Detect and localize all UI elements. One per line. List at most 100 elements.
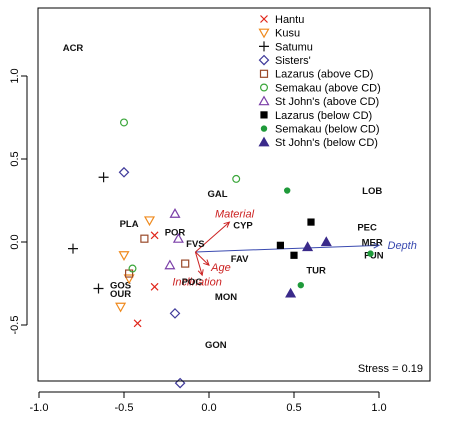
vector-label-depth: Depth — [388, 240, 417, 252]
vector-age: Age — [195, 251, 231, 274]
point-sisters — [174, 377, 186, 389]
axes-layer: -1.0 -0.5 0.0 0.5 1.0 -0.5 0.0 0.5 1.0 — [9, 68, 387, 414]
stress-label: Stress = 0.19 — [358, 363, 423, 375]
point-hantu — [133, 319, 142, 328]
legend-item-kusu: Kusu — [258, 28, 300, 40]
vector-arrow-line — [194, 251, 203, 276]
vector-arrow-line — [195, 251, 210, 266]
legend-label: Lazarus (below CD) — [275, 110, 372, 122]
vector-label-age: Age — [210, 262, 231, 274]
taxon-label-pec: PEC — [357, 222, 377, 233]
taxon-label-poc: POC — [182, 277, 203, 288]
point-semakau-above-cd — [232, 174, 241, 183]
x-tick-label: 1.0 — [371, 402, 386, 414]
points-layer — [68, 118, 374, 389]
point-kusu — [123, 274, 135, 285]
series-st-john-s-above-cd — [164, 208, 184, 270]
legend-label: Satumu — [275, 41, 313, 53]
point-st-john-s-below-cd — [285, 287, 297, 298]
point-st-john-s-above-cd — [172, 232, 184, 243]
vector-arrow-head — [373, 242, 381, 249]
legend-item-lazarus-below-cd: Lazarus (below CD) — [260, 110, 372, 122]
point-lazarus-below-cd — [307, 218, 315, 226]
taxon-label-mon: MON — [215, 292, 237, 303]
y-tick-label: 0.0 — [9, 234, 21, 249]
taxon-label-gon: GON — [205, 340, 227, 351]
series-hantu — [133, 231, 159, 328]
point-st-john-s-below-cd — [320, 236, 332, 247]
legend-marker-kusu — [258, 28, 270, 39]
taxon-label-lob: LOB — [362, 186, 382, 197]
legend-marker-lazarus-below-cd — [260, 111, 268, 119]
point-st-john-s-above-cd — [164, 259, 176, 270]
legend-marker-semakau-below-cd — [260, 125, 268, 132]
legend-label: Semakau (below CD) — [275, 123, 380, 135]
point-st-john-s-above-cd — [169, 208, 181, 218]
legend-label: Lazarus (above CD) — [275, 69, 373, 81]
vectors-layer: Depth Material Age Inclination — [172, 209, 417, 289]
point-semakau-above-cd — [119, 118, 128, 127]
taxon-label-cyp: CYP — [233, 221, 253, 232]
point-satumu — [68, 243, 78, 254]
legend-marker-semakau-above-cd — [260, 83, 269, 92]
legend-marker-hantu — [260, 15, 268, 23]
x-tick-label: 0.0 — [201, 402, 216, 414]
taxon-label-tur: TUR — [306, 266, 326, 277]
series-satumu — [68, 172, 109, 294]
taxon-label-acr: ACR — [63, 43, 84, 54]
point-lazarus-above-cd — [181, 259, 190, 268]
point-lazarus-below-cd — [290, 251, 298, 259]
legend-item-sisters: Sisters' — [258, 54, 311, 67]
legend-marker-lazarus-above-cd — [259, 69, 269, 78]
point-satumu — [93, 283, 104, 294]
x-tick-label: 0.5 — [286, 402, 301, 414]
point-hantu — [150, 231, 159, 240]
taxon-label-fun: FUN — [364, 251, 384, 262]
point-semakau-below-cd — [284, 187, 291, 194]
taxa-labels-layer: ACR GAL LOB PLA POR CYP PEC FVS MER FUN FAV TUR GOS P… — [63, 43, 384, 351]
legend-item-semakau-below-cd: Semakau (below CD) — [260, 123, 380, 135]
y-tick-label: -0.5 — [9, 316, 21, 335]
point-semakau-below-cd — [297, 281, 304, 289]
legend-item-hantu: Hantu — [260, 14, 304, 26]
vector-arrow-line — [195, 244, 380, 253]
point-semakau-above-cd — [128, 264, 137, 273]
taxon-label-fav: FAV — [231, 254, 249, 265]
series-lazarus-below-cd — [276, 218, 315, 259]
legend-item-semakau-above-cd: Semakau (above CD) — [260, 82, 381, 94]
legend-label: St John's (below CD) — [275, 137, 378, 149]
point-sisters — [169, 308, 181, 319]
series-st-john-s-below-cd — [285, 236, 332, 298]
point-semakau-below-cd — [367, 250, 374, 257]
vector-arrow-line — [195, 221, 230, 253]
point-lazarus-below-cd — [276, 241, 284, 249]
vector-arrow-head — [203, 259, 210, 267]
point-sisters — [118, 166, 130, 178]
taxon-label-mer: MER — [362, 237, 383, 248]
vector-material: Material — [195, 209, 255, 253]
vector-depth: Depth — [195, 240, 417, 253]
taxon-label-fvs: FVS — [186, 239, 204, 250]
legend-marker-st-john-s-above-cd — [258, 95, 270, 106]
legend-marker-sisters — [258, 54, 270, 66]
vector-label-material: Material — [215, 209, 255, 221]
vector-inclination: Inclination — [172, 251, 222, 289]
legend-label: Semakau (above CD) — [275, 82, 381, 94]
vector-label-inclination: Inclination — [172, 277, 222, 289]
legend-label: Sisters' — [275, 55, 311, 67]
point-st-john-s-below-cd — [302, 241, 314, 252]
legend-marker-st-john-s-below-cd — [258, 136, 270, 147]
series-sisters — [118, 166, 186, 389]
point-hantu — [150, 282, 159, 291]
taxon-label-por: POR — [165, 227, 186, 238]
plot-frame — [37, 7, 431, 382]
legend-item-satumu: Satumu — [259, 41, 313, 53]
series-semakau-below-cd — [284, 187, 374, 289]
vector-arrow-head — [197, 269, 204, 277]
taxon-label-gos: GOS — [110, 280, 131, 291]
taxon-label-gal: GAL — [207, 189, 227, 200]
legend-marker-satumu — [259, 41, 269, 52]
